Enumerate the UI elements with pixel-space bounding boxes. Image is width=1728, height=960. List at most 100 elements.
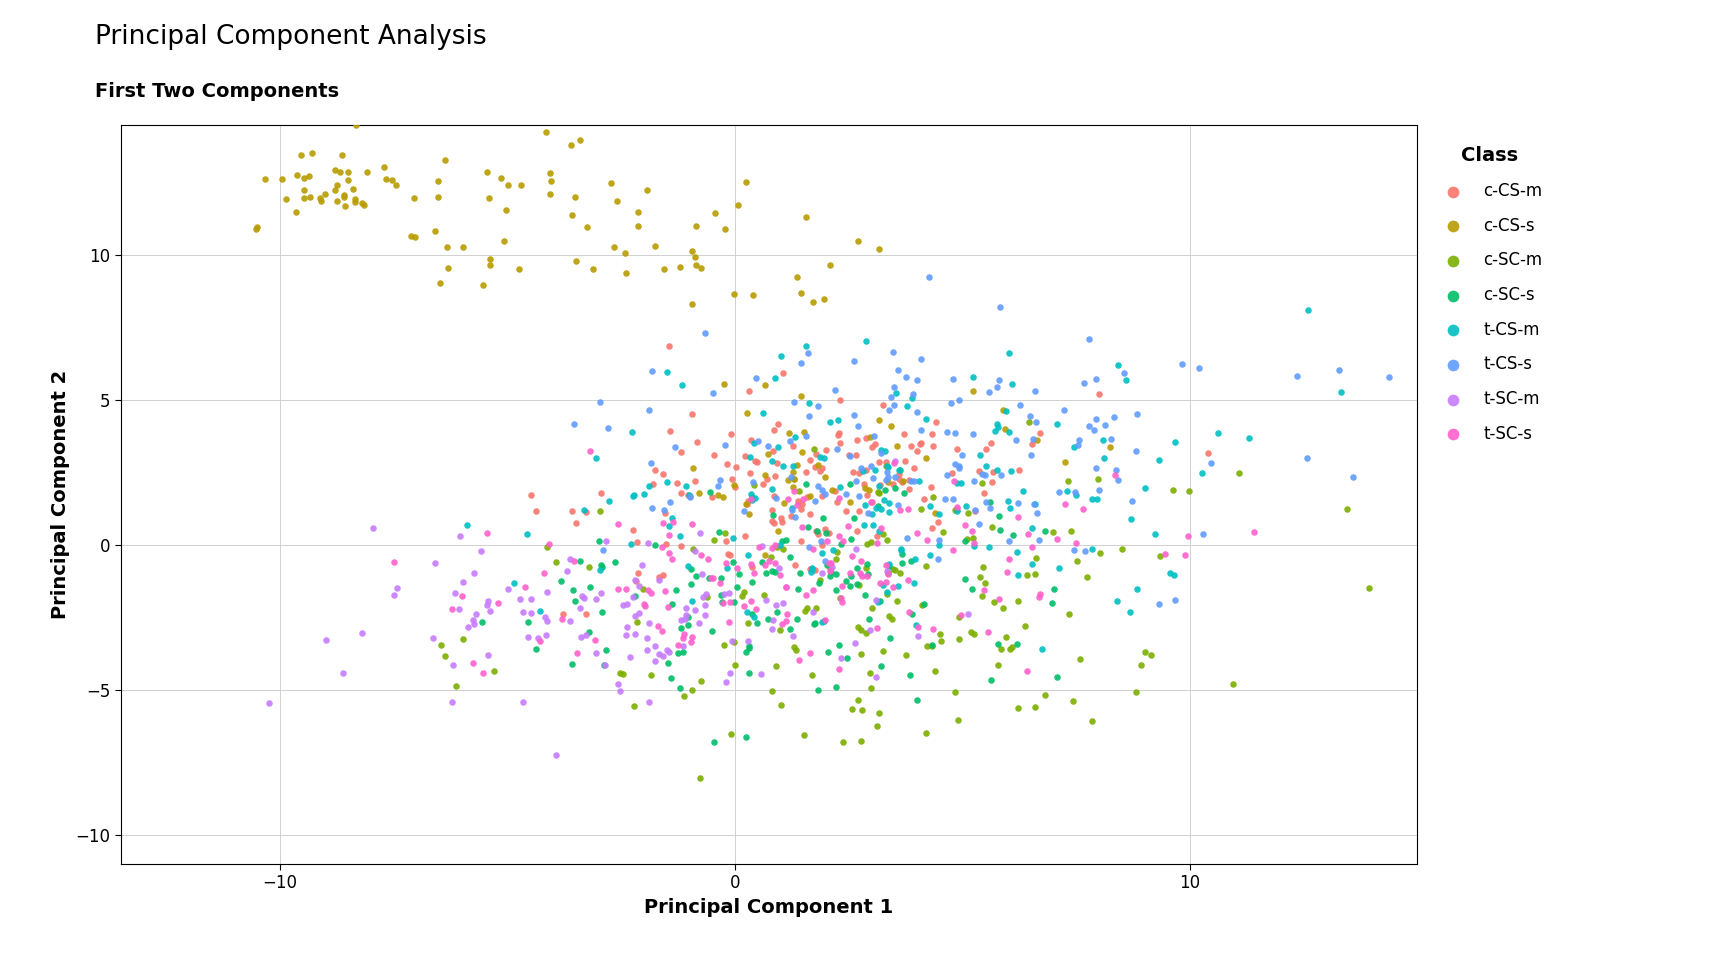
- c-SC-m: [802, 601, 829, 616]
- t-CS-s: [907, 422, 935, 438]
- t-CS-m: [1090, 451, 1118, 467]
- c-SC-s: [999, 527, 1026, 542]
- t-SC-s: [677, 629, 705, 644]
- c-SC-m: [1058, 523, 1085, 539]
- c-SC-s: [588, 559, 615, 574]
- c-SC-s: [588, 604, 615, 619]
- c-CS-m: [797, 453, 824, 468]
- c-CS-s: [475, 190, 503, 205]
- c-CS-m: [1194, 445, 1222, 461]
- t-CS-s: [745, 434, 772, 449]
- t-CS-s: [893, 531, 921, 546]
- t-CS-s: [700, 385, 727, 400]
- c-CS-s: [244, 220, 271, 235]
- c-CS-m: [674, 488, 702, 503]
- t-SC-m: [593, 534, 620, 549]
- c-SC-m: [878, 612, 905, 627]
- t-CS-m: [741, 491, 769, 506]
- c-SC-m: [864, 484, 892, 499]
- t-CS-s: [931, 492, 959, 507]
- t-SC-s: [448, 588, 475, 604]
- c-SC-s: [708, 571, 736, 587]
- c-CS-m: [791, 465, 819, 480]
- c-CS-s: [434, 240, 461, 255]
- t-SC-s: [708, 596, 736, 612]
- c-SC-m: [857, 665, 885, 681]
- c-CS-s: [334, 164, 361, 180]
- c-CS-m: [667, 485, 695, 500]
- t-SC-m: [759, 612, 786, 628]
- c-CS-m: [823, 494, 850, 510]
- t-CS-s: [1025, 532, 1052, 547]
- c-CS-s: [712, 222, 740, 237]
- c-SC-m: [930, 524, 957, 540]
- t-CS-s: [945, 458, 973, 473]
- t-CS-m: [1009, 483, 1037, 498]
- c-CS-m: [650, 467, 677, 482]
- c-SC-m: [1132, 644, 1159, 660]
- t-SC-s: [783, 497, 810, 513]
- c-CS-m: [864, 529, 892, 544]
- c-SC-m: [1137, 647, 1165, 662]
- t-SC-s: [848, 568, 876, 584]
- c-CS-s: [330, 187, 358, 203]
- t-SC-m: [622, 572, 650, 588]
- t-SC-s: [786, 653, 814, 668]
- c-SC-s: [664, 646, 691, 661]
- c-CS-m: [698, 490, 726, 505]
- c-SC-s: [601, 554, 629, 569]
- c-SC-s: [897, 667, 924, 683]
- c-SC-m: [1004, 701, 1032, 716]
- c-SC-m: [686, 770, 714, 785]
- t-SC-s: [816, 556, 843, 571]
- c-SC-s: [814, 557, 842, 572]
- t-CS-s: [810, 486, 838, 501]
- c-CS-m: [892, 453, 919, 468]
- t-CS-m: [658, 510, 686, 525]
- c-CS-m: [807, 463, 835, 478]
- c-SC-s: [899, 607, 926, 622]
- c-SC-s: [836, 476, 864, 492]
- c-SC-m: [781, 642, 809, 658]
- c-CS-s: [855, 429, 883, 444]
- t-CS-m: [1294, 302, 1322, 318]
- c-SC-s: [695, 570, 722, 586]
- t-SC-s: [645, 618, 672, 634]
- c-SC-s: [852, 588, 880, 603]
- c-SC-s: [987, 522, 1014, 538]
- t-SC-m: [809, 565, 836, 581]
- c-SC-s: [658, 596, 686, 612]
- t-CS-m: [1089, 432, 1116, 447]
- c-SC-s: [575, 625, 603, 640]
- c-CS-m: [802, 524, 829, 540]
- t-CS-m: [1018, 556, 1045, 571]
- t-CS-s: [924, 533, 952, 548]
- t-CS-m: [966, 447, 994, 463]
- t-SC-m: [359, 520, 387, 536]
- c-SC-m: [629, 582, 657, 597]
- t-SC-m: [672, 600, 700, 615]
- t-CS-s: [743, 371, 771, 386]
- c-CS-m: [976, 435, 1004, 450]
- t-CS-s: [795, 408, 823, 423]
- c-CS-s: [323, 178, 351, 193]
- t-CS-s: [753, 438, 781, 453]
- t-CS-m: [736, 449, 764, 465]
- t-CS-s: [840, 354, 867, 370]
- t-SC-s: [581, 633, 608, 648]
- t-SC-s: [835, 518, 862, 534]
- t-CS-s: [740, 475, 767, 491]
- c-SC-m: [857, 534, 885, 549]
- c-CS-s: [290, 171, 318, 186]
- c-SC-m: [980, 594, 1007, 610]
- c-SC-m: [823, 551, 850, 566]
- c-SC-s: [719, 555, 746, 570]
- c-CS-s: [506, 177, 534, 192]
- t-SC-m: [641, 654, 669, 669]
- c-CS-m: [622, 574, 650, 589]
- c-CS-s: [328, 148, 356, 163]
- c-CS-s: [492, 203, 520, 218]
- t-SC-m: [855, 623, 883, 638]
- t-SC-m: [422, 555, 449, 570]
- t-CS-m: [766, 538, 793, 553]
